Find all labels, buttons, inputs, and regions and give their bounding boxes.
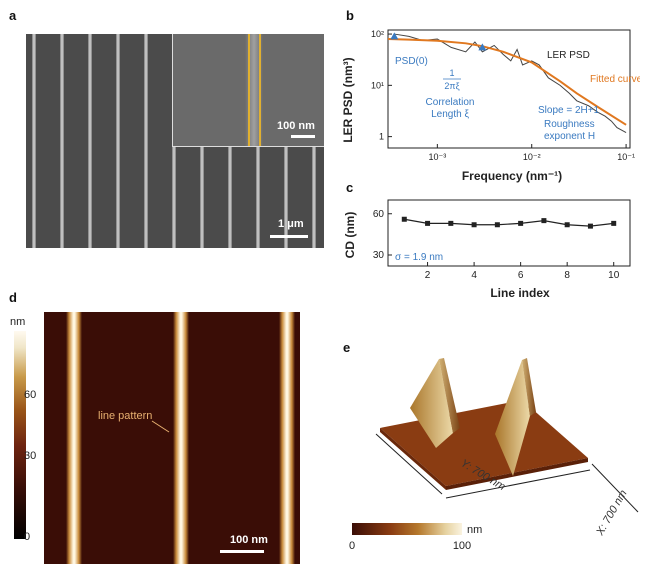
panel-label-d: d xyxy=(9,290,17,305)
sem-line xyxy=(88,34,92,248)
inset-scale-bar xyxy=(291,135,315,138)
cd-xlabel: Line index xyxy=(490,286,550,300)
afm-3d-colorbar xyxy=(352,523,462,535)
cd-point xyxy=(564,222,570,228)
afm-3d-render: Y: 700 nm X: 700 nm nm 0 100 xyxy=(349,358,639,552)
afm-annotation: line pattern xyxy=(98,410,153,422)
sem-line xyxy=(144,34,148,248)
afm-3d-cbar-max: 100 xyxy=(453,540,471,552)
cd-frame xyxy=(387,199,631,267)
cd-point xyxy=(611,220,617,226)
psd-xtick-label: 10⁻² xyxy=(523,152,541,162)
annot-slope: Slope = 2H+1 xyxy=(538,105,600,116)
annot-corr1: Correlation xyxy=(426,97,475,108)
cd-ylabel: CD (nm) xyxy=(343,212,357,259)
afm-3d-ridge-1-face xyxy=(410,359,453,448)
psd-plot-area: 10⁻³ 10⁻² 10⁻¹ 10² 10¹ 1 xyxy=(371,29,635,162)
afm-3d-floor-edge-front xyxy=(446,458,588,490)
legend-fit: Fitted curve xyxy=(590,74,640,85)
psd-fit-line xyxy=(387,38,627,126)
afm-cbar-tick-60: 60 xyxy=(24,389,37,401)
cd-line xyxy=(404,218,614,227)
cd-point xyxy=(471,222,477,228)
annot-psd0: PSD(0) xyxy=(395,56,428,67)
sem-inset: 100 nm xyxy=(172,34,324,147)
inset-edge-left xyxy=(248,34,250,146)
cd-xtick-label: 6 xyxy=(518,270,524,281)
annot-frac-num: 1 xyxy=(449,68,454,78)
afm-cbar-tick-0: 0 xyxy=(24,531,31,543)
cd-point xyxy=(425,220,431,226)
afm-line-3 xyxy=(279,312,295,564)
psd-frame xyxy=(387,29,631,149)
afm-scale-text: 100 nm xyxy=(230,534,268,546)
panel-label-e: e xyxy=(343,340,351,355)
annot-frac-den: 2πξ xyxy=(444,81,459,91)
psd-data-line xyxy=(394,33,627,134)
cd-point xyxy=(541,218,547,224)
cd-ytick-label: 30 xyxy=(373,250,385,261)
afm-line-1 xyxy=(66,312,82,564)
legend-psd: LER PSD xyxy=(547,50,590,61)
psd-xtick-label: 10⁻³ xyxy=(428,152,446,162)
afm-3d-ridge-1-back xyxy=(439,358,460,433)
inset-scale-text: 100 nm xyxy=(277,120,315,132)
corr-marker xyxy=(478,43,487,51)
sem-line xyxy=(60,34,64,248)
sem-line xyxy=(32,34,36,248)
afm-3d-ridge-2-face xyxy=(495,360,530,476)
psd-xtick-label: 10⁻¹ xyxy=(617,152,635,162)
afm-3d-cbar-min: 0 xyxy=(349,540,355,552)
afm-3d-xlabel: X: 700 nm xyxy=(594,488,630,538)
cd-point xyxy=(401,216,407,222)
cd-xtick-label: 10 xyxy=(608,270,620,281)
annot-corr2: Length ξ xyxy=(431,109,469,120)
afm-3d-unit: nm xyxy=(467,524,482,536)
afm-unit: nm xyxy=(10,316,26,328)
afm-3d-ridge-2-back xyxy=(522,358,536,416)
afm-3d-y-axis-lower xyxy=(445,469,591,499)
cd-chart: CD (nm) Line index 2 4 6 8 10 30 60 σ = 1.9 nm xyxy=(343,199,631,300)
psd-ylabel: LER PSD (nm³) xyxy=(341,57,355,142)
psd0-marker xyxy=(390,32,399,40)
sem-scale-bar xyxy=(270,235,308,238)
psd-ytick-label: 10² xyxy=(371,29,384,39)
afm-scale-bar xyxy=(220,550,264,553)
annot-rough1: Roughness xyxy=(544,119,595,130)
annot-rough2: exponent H xyxy=(544,131,595,142)
afm-3d-y-axis xyxy=(375,433,443,495)
panel-label-c: c xyxy=(346,180,354,195)
cd-point xyxy=(448,220,454,226)
afm-image: line pattern 100 nm xyxy=(44,312,300,564)
afm-colorbar xyxy=(14,331,26,539)
cd-sigma: σ = 1.9 nm xyxy=(395,252,443,263)
psd-ytick-label: 10¹ xyxy=(371,80,384,90)
psd-xlabel: Frequency (nm⁻¹) xyxy=(462,169,562,183)
cd-point xyxy=(587,223,593,229)
cd-point xyxy=(494,222,500,228)
cd-xtick-label: 2 xyxy=(425,270,431,281)
sem-image: 100 nm 1 μm xyxy=(26,34,324,248)
afm-line-2 xyxy=(173,312,189,564)
cd-ytick-label: 60 xyxy=(373,209,385,220)
cd-plot-area: 2 4 6 8 10 30 60 xyxy=(373,199,631,281)
afm-3d-floor-edge-side xyxy=(380,428,446,490)
cd-point xyxy=(518,220,524,226)
inset-edge-right xyxy=(259,34,261,146)
afm-3d-x-axis xyxy=(591,463,639,513)
sem-scale-text: 1 μm xyxy=(278,218,304,230)
panel-label-a: a xyxy=(9,8,17,23)
cd-xtick-label: 4 xyxy=(471,270,477,281)
sem-line xyxy=(116,34,120,248)
cd-xtick-label: 8 xyxy=(564,270,570,281)
psd-ytick-label: 1 xyxy=(379,132,384,142)
afm-annotation-pointer xyxy=(151,420,170,433)
psd-chart: LER PSD (nm³) Frequency (nm⁻¹) 10⁻³ 10⁻² 1… xyxy=(341,29,640,183)
afm-cbar-tick-30: 30 xyxy=(24,450,37,462)
panel-label-b: b xyxy=(346,8,354,23)
